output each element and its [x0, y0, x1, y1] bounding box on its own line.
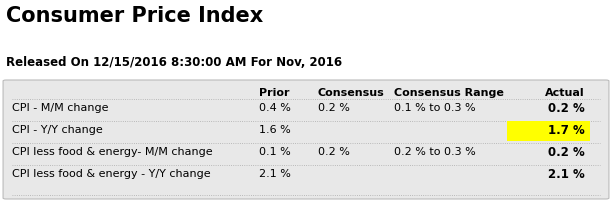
Text: 0.1 % to 0.3 %: 0.1 % to 0.3 %	[394, 103, 476, 113]
Text: 2.1 %: 2.1 %	[259, 169, 291, 179]
Text: CPI - M/M change: CPI - M/M change	[12, 103, 109, 113]
FancyBboxPatch shape	[3, 80, 609, 199]
Text: 0.4 %: 0.4 %	[259, 103, 291, 113]
Text: CPI less food & energy - Y/Y change: CPI less food & energy - Y/Y change	[12, 169, 211, 179]
Text: 0.2 %: 0.2 %	[548, 146, 585, 159]
Text: 0.2 %: 0.2 %	[318, 147, 349, 157]
Text: Prior: Prior	[259, 88, 289, 98]
Text: Consensus Range: Consensus Range	[394, 88, 504, 98]
Text: 0.2 %: 0.2 %	[548, 102, 585, 115]
Text: 1.6 %: 1.6 %	[259, 125, 291, 135]
Text: Consensus: Consensus	[318, 88, 384, 98]
Text: 0.2 % to 0.3 %: 0.2 % to 0.3 %	[394, 147, 476, 157]
Text: 0.1 %: 0.1 %	[259, 147, 291, 157]
Text: Released On 12/15/2016 8:30:00 AM For Nov, 2016: Released On 12/15/2016 8:30:00 AM For No…	[6, 56, 342, 69]
Text: CPI - Y/Y change: CPI - Y/Y change	[12, 125, 103, 135]
Text: Consumer Price Index: Consumer Price Index	[6, 6, 263, 26]
Text: CPI less food & energy- M/M change: CPI less food & energy- M/M change	[12, 147, 213, 157]
Text: Actual: Actual	[545, 88, 585, 98]
Text: 1.7 %: 1.7 %	[548, 124, 585, 137]
Text: 2.1 %: 2.1 %	[548, 168, 585, 181]
Text: 0.2 %: 0.2 %	[318, 103, 349, 113]
FancyBboxPatch shape	[507, 121, 591, 141]
